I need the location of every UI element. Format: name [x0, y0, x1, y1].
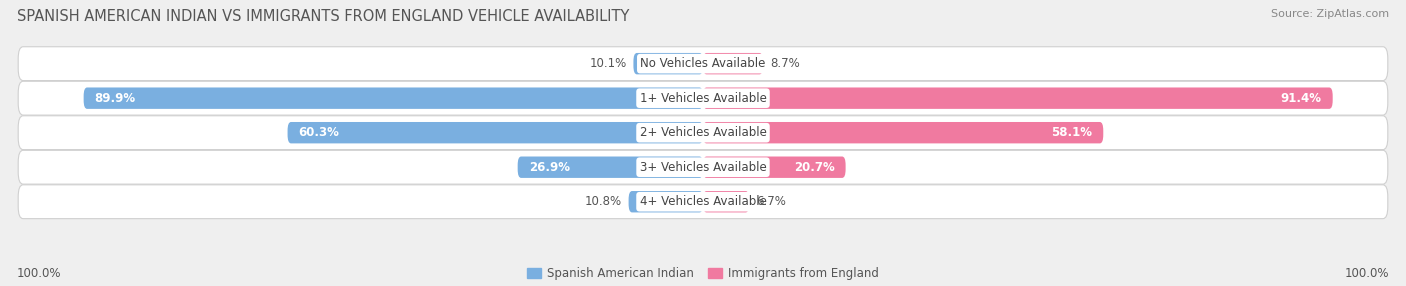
Text: 10.1%: 10.1%	[589, 57, 627, 70]
Text: 26.9%: 26.9%	[529, 161, 569, 174]
Legend: Spanish American Indian, Immigrants from England: Spanish American Indian, Immigrants from…	[527, 267, 879, 280]
FancyBboxPatch shape	[703, 156, 845, 178]
FancyBboxPatch shape	[18, 185, 1388, 219]
Text: 8.7%: 8.7%	[770, 57, 800, 70]
Text: 100.0%: 100.0%	[1344, 267, 1389, 280]
Text: No Vehicles Available: No Vehicles Available	[640, 57, 766, 70]
FancyBboxPatch shape	[703, 191, 749, 212]
FancyBboxPatch shape	[83, 88, 703, 109]
FancyBboxPatch shape	[18, 116, 1388, 150]
FancyBboxPatch shape	[634, 53, 703, 74]
FancyBboxPatch shape	[703, 53, 763, 74]
Text: 3+ Vehicles Available: 3+ Vehicles Available	[640, 161, 766, 174]
Text: Source: ZipAtlas.com: Source: ZipAtlas.com	[1271, 9, 1389, 19]
Text: 58.1%: 58.1%	[1052, 126, 1092, 139]
FancyBboxPatch shape	[18, 47, 1388, 81]
Text: 6.7%: 6.7%	[756, 195, 786, 208]
Text: 10.8%: 10.8%	[585, 195, 621, 208]
Text: 89.9%: 89.9%	[94, 92, 136, 105]
FancyBboxPatch shape	[628, 191, 703, 212]
Text: 1+ Vehicles Available: 1+ Vehicles Available	[640, 92, 766, 105]
Text: 20.7%: 20.7%	[794, 161, 835, 174]
FancyBboxPatch shape	[517, 156, 703, 178]
Text: 2+ Vehicles Available: 2+ Vehicles Available	[640, 126, 766, 139]
Text: 91.4%: 91.4%	[1281, 92, 1322, 105]
FancyBboxPatch shape	[288, 122, 703, 143]
Text: 100.0%: 100.0%	[17, 267, 62, 280]
FancyBboxPatch shape	[18, 150, 1388, 184]
Text: 60.3%: 60.3%	[298, 126, 339, 139]
FancyBboxPatch shape	[18, 81, 1388, 115]
Text: SPANISH AMERICAN INDIAN VS IMMIGRANTS FROM ENGLAND VEHICLE AVAILABILITY: SPANISH AMERICAN INDIAN VS IMMIGRANTS FR…	[17, 9, 630, 23]
Text: 4+ Vehicles Available: 4+ Vehicles Available	[640, 195, 766, 208]
FancyBboxPatch shape	[703, 88, 1333, 109]
FancyBboxPatch shape	[703, 122, 1104, 143]
